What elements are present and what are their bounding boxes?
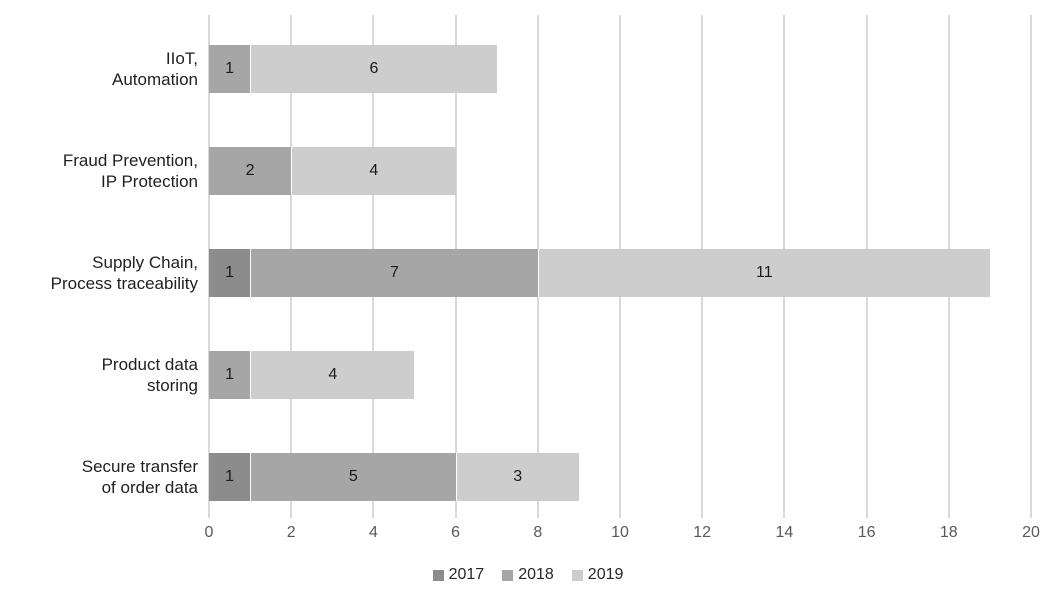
legend-entry-2019: 2019	[571, 566, 624, 584]
bar-segment-2018: 2	[209, 147, 292, 195]
x-axis-tick-label: 0	[204, 524, 214, 541]
bar-segment-2019: 3	[455, 453, 579, 501]
bar-value-label: 1	[225, 264, 234, 281]
bar-segment-2019: 4	[291, 147, 456, 195]
bar-value-label: 1	[225, 468, 234, 485]
bar-segment-2019: 4	[250, 351, 415, 399]
legend-label: 2017	[448, 566, 485, 583]
bar-value-label: 3	[513, 468, 523, 485]
x-axis-tick-label: 16	[857, 524, 876, 541]
bar-segment-2017: 1	[209, 453, 251, 501]
legend-entry-2017: 2017	[432, 566, 485, 584]
x-axis-tick-label: 8	[533, 524, 543, 541]
bar-value-label: 6	[369, 60, 379, 77]
category-label: Supply Chain, Process traceability	[50, 253, 198, 293]
x-axis-tick-label: 12	[693, 524, 712, 541]
bar-value-label: 1	[225, 60, 234, 77]
x-axis-tick-label: 4	[368, 524, 378, 541]
bar-segment-2019: 6	[250, 45, 497, 93]
bar-value-label: 7	[389, 264, 399, 281]
x-axis-tick-label: 2	[286, 524, 296, 541]
bar-value-label: 5	[348, 468, 358, 485]
bar-value-label: 2	[245, 162, 255, 179]
chart-legend: 2017 2018 2019	[0, 566, 1056, 584]
category-label: IIoT, Automation	[112, 49, 198, 89]
legend-swatch-icon	[502, 569, 514, 581]
bar-segment-2019: 11	[537, 249, 990, 297]
legend-label: 2019	[587, 566, 624, 583]
x-axis-tick-label: 6	[451, 524, 461, 541]
bar-segment-2018: 7	[250, 249, 538, 297]
legend-label: 2018	[518, 566, 554, 583]
bar-segment-2018: 1	[209, 351, 251, 399]
legend-swatch-icon	[432, 569, 444, 581]
bar-value-label: 11	[756, 264, 773, 281]
bar-segment-2017: 1	[209, 249, 251, 297]
x-axis-tick-label: 18	[939, 524, 958, 541]
bar-value-label: 4	[369, 162, 379, 179]
x-axis-tick-label: 14	[775, 524, 794, 541]
category-label: Fraud Prevention, IP Protection	[62, 151, 198, 191]
legend-swatch-icon	[571, 569, 583, 581]
legend-entry-2018: 2018	[502, 566, 554, 584]
category-label: Secure transfer of order data	[81, 457, 198, 497]
bar-value-label: 1	[225, 366, 234, 383]
bar-segment-2018: 1	[209, 45, 251, 93]
bar-value-label: 4	[328, 366, 338, 383]
gridline-x-20	[1030, 15, 1032, 518]
x-axis-tick-label: 20	[1022, 524, 1040, 541]
x-axis-tick-label: 10	[611, 524, 629, 541]
bar-segment-2018: 5	[250, 453, 456, 501]
category-label: Product data storing	[101, 355, 198, 395]
